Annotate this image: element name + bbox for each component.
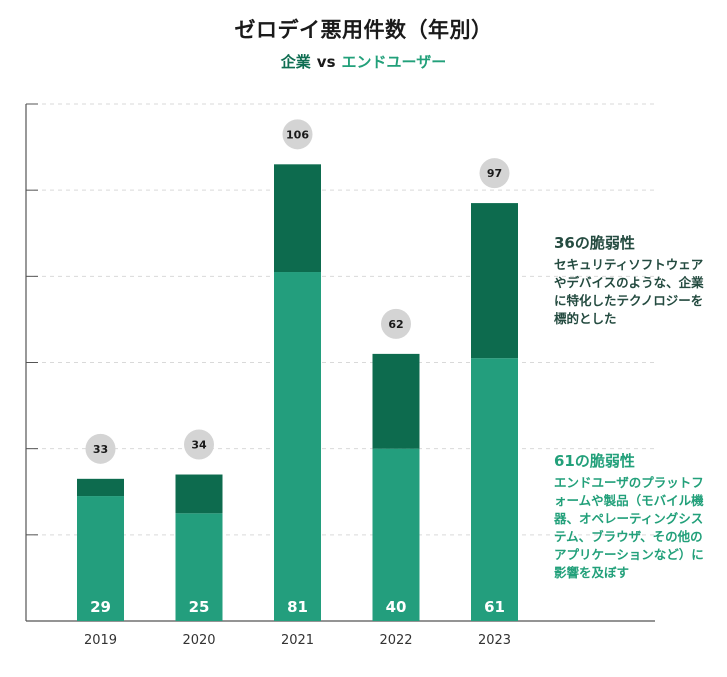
subtitle-enterprise: 企業 xyxy=(280,53,311,71)
annotation-enduser-body: エンドユーザのプラットフォームや製品（モバイル機器、オペレーティングシステム、ブ… xyxy=(554,475,704,580)
total-badge xyxy=(85,433,116,464)
bar-value-label: 25 xyxy=(189,598,210,616)
bar-value-label: 81 xyxy=(287,598,308,616)
annotation-enterprise-body: セキュリティソフトウェアやデバイスのような、企業に特化したテクノロジーを標的とし… xyxy=(554,257,704,326)
annotation-enterprise-head: 36の脆弱性 xyxy=(554,234,635,252)
x-tick-label: 2022 xyxy=(379,633,412,648)
bar-enterprise xyxy=(372,353,420,449)
chart-subtitle: 企業 vs エンドユーザー xyxy=(0,51,727,72)
total-label: 97 xyxy=(487,167,502,180)
bar-enterprise xyxy=(77,478,124,497)
bar-enterprise xyxy=(175,474,223,514)
subtitle-enduser: エンドユーザー xyxy=(341,53,447,71)
bar-value-label: 61 xyxy=(484,598,505,616)
bar-value-label: 40 xyxy=(386,598,407,616)
bar-enterprise xyxy=(471,203,518,359)
annotation-enduser: 61の脆弱性 エンドユーザのプラットフォームや製品（モバイル機器、オペレーティン… xyxy=(554,450,714,582)
bar-enduser xyxy=(175,513,223,621)
bar-enduser xyxy=(372,448,420,621)
bar-value-label: 29 xyxy=(90,598,111,616)
x-tick-label: 2020 xyxy=(182,633,215,648)
bar-enduser xyxy=(471,358,518,621)
total-label: 34 xyxy=(191,439,207,452)
annotation-enterprise: 36の脆弱性 セキュリティソフトウェアやデバイスのような、企業に特化したテクノロ… xyxy=(554,232,714,328)
bar-enterprise xyxy=(274,164,321,273)
x-tick-label: 2021 xyxy=(281,633,314,648)
annotation-enduser-head: 61の脆弱性 xyxy=(554,452,635,470)
total-badge xyxy=(381,308,411,339)
x-tick-label: 2019 xyxy=(84,633,117,648)
bar-enduser xyxy=(77,496,124,621)
bar-enduser xyxy=(274,272,321,621)
x-tick-label: 2023 xyxy=(478,633,511,648)
total-label: 62 xyxy=(388,318,403,331)
total-label: 106 xyxy=(286,128,309,141)
subtitle-vs: vs xyxy=(316,53,336,71)
total-badge xyxy=(479,158,510,189)
total-label: 33 xyxy=(93,443,108,456)
total-badge xyxy=(282,119,313,150)
chart-title: ゼロデイ悪用件数（年別） xyxy=(234,18,493,42)
total-badge xyxy=(184,429,214,460)
